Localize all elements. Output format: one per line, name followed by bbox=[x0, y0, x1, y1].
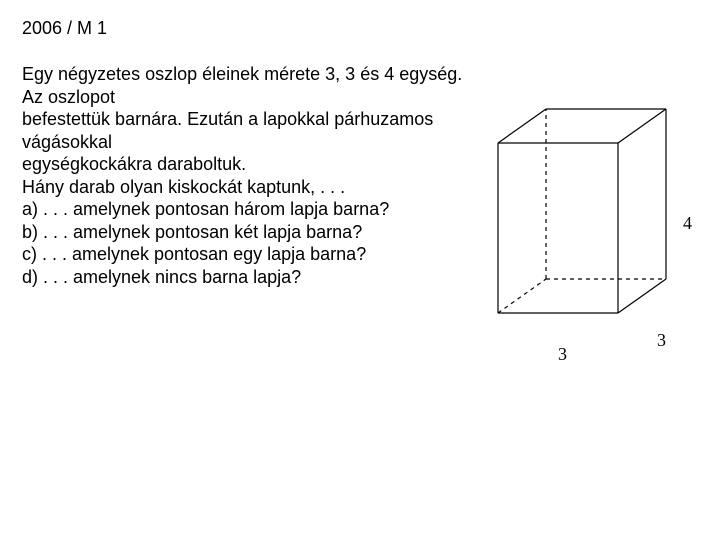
text-line: Egy négyzetes oszlop éleinek mérete 3, 3… bbox=[22, 63, 478, 108]
figure-column: 4 3 3 bbox=[478, 103, 698, 343]
problem-text: Egy négyzetes oszlop éleinek mérete 3, 3… bbox=[22, 63, 478, 288]
option-c: c) . . . amelynek pontosan egy lapja bar… bbox=[22, 243, 478, 266]
cuboid-svg bbox=[478, 103, 688, 343]
page: 2006 / M 1 Egy négyzetes oszlop éleinek … bbox=[0, 0, 720, 540]
option-b: b) . . . amelynek pontosan két lapja bar… bbox=[22, 221, 478, 244]
dim-label-height: 4 bbox=[683, 213, 692, 234]
cuboid-diagram: 4 3 3 bbox=[478, 103, 688, 343]
text-line: Hány darab olyan kiskockát kaptunk, . . … bbox=[22, 176, 478, 199]
problem-title: 2006 / M 1 bbox=[22, 18, 698, 39]
dim-label-width: 3 bbox=[558, 344, 567, 365]
text-line: egységkockákra daraboltuk. bbox=[22, 153, 478, 176]
dim-label-depth: 3 bbox=[657, 330, 666, 351]
text-line: befestettük barnára. Ezután a lapokkal p… bbox=[22, 108, 478, 153]
option-d: d) . . . amelynek nincs barna lapja? bbox=[22, 266, 478, 289]
body-row: Egy négyzetes oszlop éleinek mérete 3, 3… bbox=[22, 63, 698, 343]
option-a: a) . . . amelynek pontosan három lapja b… bbox=[22, 198, 478, 221]
